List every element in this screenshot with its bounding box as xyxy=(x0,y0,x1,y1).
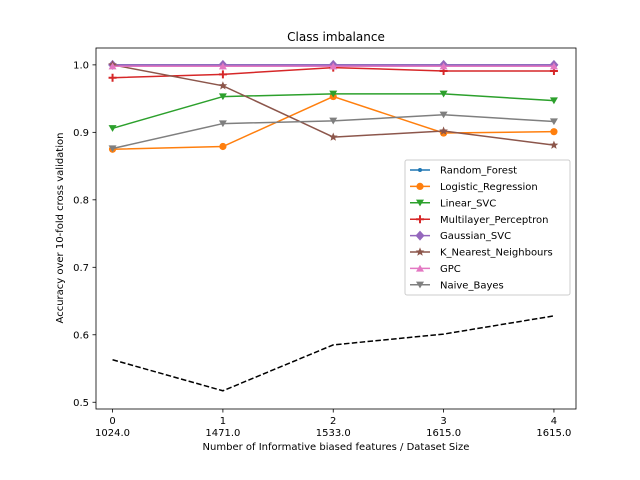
baseline-line xyxy=(112,315,555,392)
data-point xyxy=(219,142,227,151)
y-axis: 0.5 0.6 0.7 0.8 0.9 1.0 xyxy=(73,60,96,409)
legend-item: Gaussian_SVC xyxy=(410,230,511,242)
chart-title: Class imbalance xyxy=(287,30,385,44)
data-point xyxy=(328,132,338,141)
y-tick-label: 0.5 xyxy=(73,398,89,409)
legend-label: Multilayer_Perceptron xyxy=(440,215,549,226)
legend-label: GPC xyxy=(440,264,461,275)
data-point xyxy=(439,111,448,119)
data-point xyxy=(439,62,448,70)
x-tick-label: 0 xyxy=(109,416,115,427)
y-tick-label: 0.9 xyxy=(73,128,89,139)
data-point xyxy=(108,73,117,82)
x-tick-label: 4 xyxy=(551,416,557,427)
legend-marker xyxy=(416,215,424,224)
data-point xyxy=(218,70,227,79)
x-tick-label: 3 xyxy=(440,416,446,427)
series-linear-svc xyxy=(108,90,558,132)
legend-label: Logistic_Regression xyxy=(440,182,538,193)
data-point xyxy=(218,62,227,70)
series-naive-bayes xyxy=(108,111,558,153)
x-axis-label: Number of Informative biased features / … xyxy=(203,442,470,453)
legend-item: Logistic_Regression xyxy=(410,182,538,193)
legend-marker xyxy=(416,264,424,272)
legend-label: Linear_SVC xyxy=(440,198,496,209)
legend-item: Multilayer_Perceptron xyxy=(410,215,549,226)
data-point xyxy=(329,62,338,70)
baseline-layer xyxy=(112,315,555,392)
legend-marker xyxy=(418,168,422,172)
data-point xyxy=(218,81,228,90)
data-point xyxy=(108,145,117,153)
legend-marker xyxy=(416,199,424,207)
legend-label: Random_Forest xyxy=(440,166,517,177)
legend-marker xyxy=(416,182,424,190)
legend: Random_Forest Logistic_Regression Linear_S… xyxy=(404,159,571,296)
y-tick-label: 0.7 xyxy=(73,263,89,274)
series-gpc xyxy=(108,62,558,70)
legend-marker xyxy=(416,281,424,289)
legend-marker xyxy=(415,247,425,256)
data-point xyxy=(108,62,117,70)
x-tick-secondary-label: 1471.0 xyxy=(205,428,240,439)
data-point xyxy=(549,62,558,70)
x-tick-secondary-label: 1024.0 xyxy=(95,428,130,439)
data-point xyxy=(439,90,448,98)
data-point xyxy=(549,140,559,149)
data-point xyxy=(108,125,117,132)
data-point xyxy=(218,120,227,128)
data-point xyxy=(549,118,558,126)
data-point xyxy=(329,90,338,98)
legend-label: Gaussian_SVC xyxy=(440,231,511,242)
data-point xyxy=(218,93,227,101)
plot-frame xyxy=(95,47,577,410)
data-point xyxy=(550,128,558,136)
x-tick-label: 2 xyxy=(330,416,336,427)
legend-marker xyxy=(415,230,425,241)
legend-item: Random_Forest xyxy=(410,166,517,177)
x-tick-label: 1 xyxy=(220,416,226,427)
x-tick-secondary-label: 1615.0 xyxy=(536,428,571,439)
legend-item: GPC xyxy=(410,264,461,275)
legend-label: K_Nearest_Neighbours xyxy=(440,248,553,259)
legend-frame xyxy=(404,159,571,296)
legend-item: Naive_Bayes xyxy=(410,280,504,291)
x-tick-secondary-label: 1615.0 xyxy=(426,428,461,439)
data-point xyxy=(439,126,448,135)
y-tick-label: 1.0 xyxy=(73,60,89,71)
data-point xyxy=(329,117,338,125)
x-tick-secondary-label: 1533.0 xyxy=(316,428,351,439)
legend-item: K_Nearest_Neighbours xyxy=(410,247,553,259)
y-axis-label: Accuracy over 10-fold cross validation xyxy=(55,133,66,324)
legend-label: Naive_Bayes xyxy=(440,280,504,291)
y-tick-label: 0.6 xyxy=(73,330,89,341)
legend-item: Linear_SVC xyxy=(410,198,496,209)
data-point xyxy=(549,97,558,105)
y-tick-label: 0.8 xyxy=(73,195,89,206)
series-layer xyxy=(108,59,559,153)
